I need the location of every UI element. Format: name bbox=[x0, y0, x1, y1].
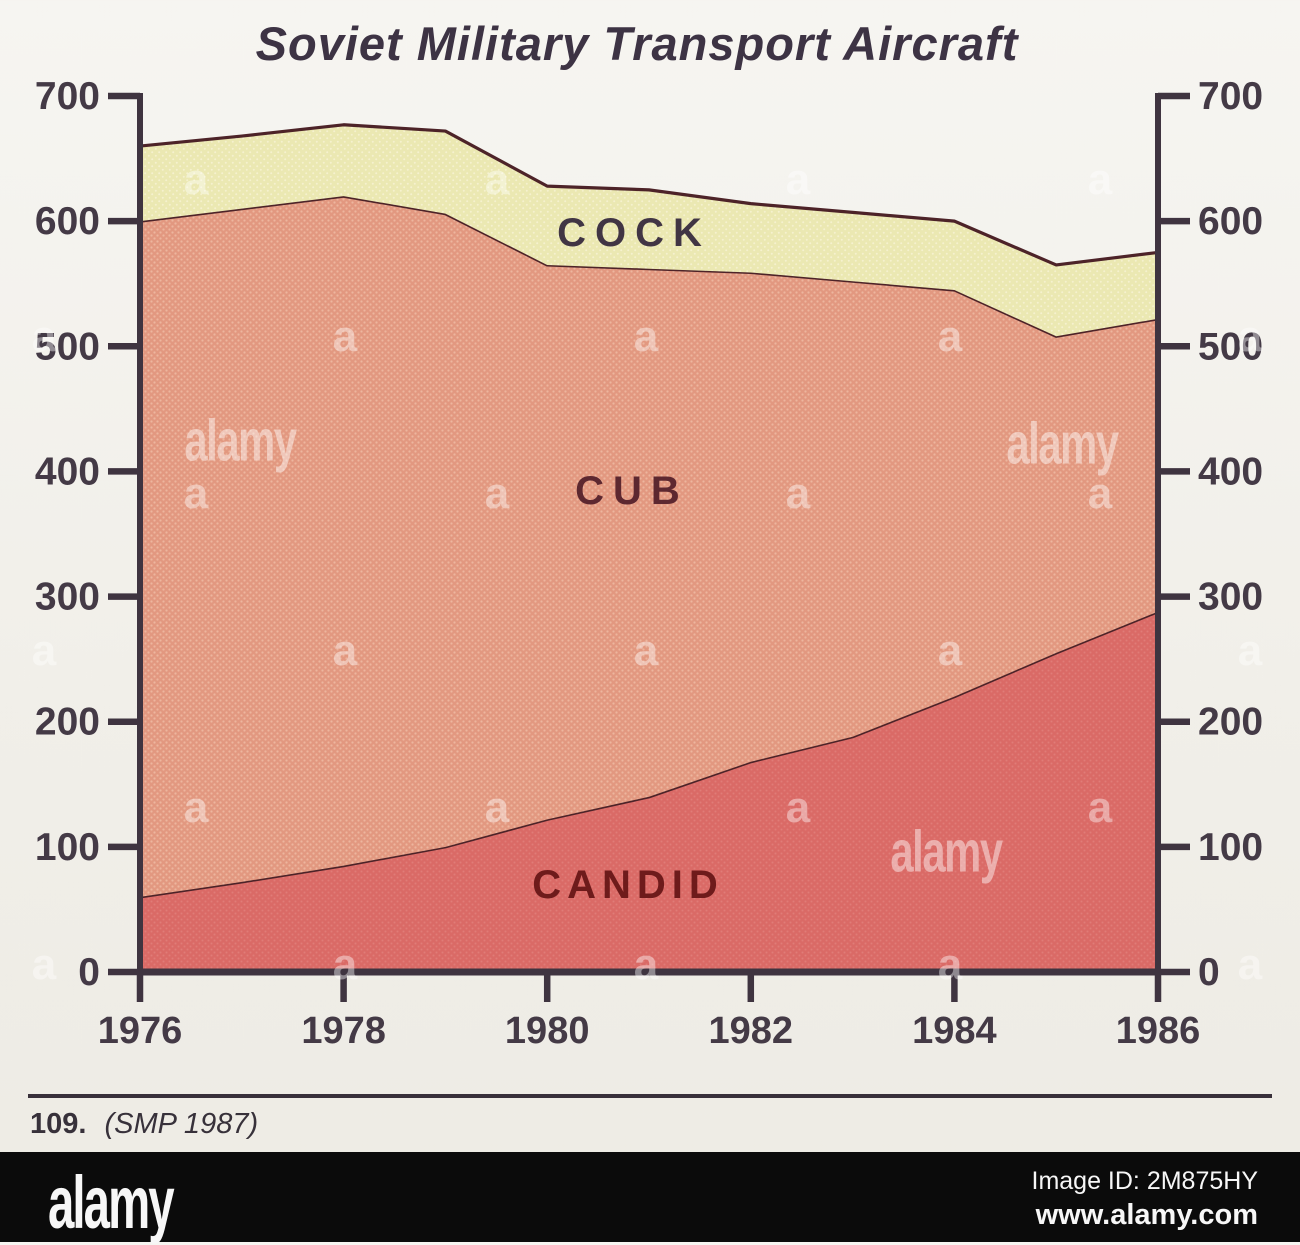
series-label-cock: COCK bbox=[557, 211, 711, 255]
y-tick-label-right: 600 bbox=[1198, 200, 1263, 243]
alamy-logo: alamy bbox=[48, 1161, 175, 1244]
alamy-url-text: www.alamy.com bbox=[1035, 1199, 1258, 1232]
y-tick-label-right: 200 bbox=[1198, 701, 1263, 744]
x-tick-label: 1978 bbox=[301, 1010, 386, 1052]
series-label-cub: CUB bbox=[575, 469, 689, 513]
caption-number: 109. bbox=[30, 1108, 87, 1140]
caption-source: (SMP 1987) bbox=[104, 1108, 259, 1140]
y-tick-label-right: 400 bbox=[1198, 450, 1263, 493]
y-tick-label-right: 100 bbox=[1198, 826, 1263, 869]
image-id-text: Image ID: 2M875HY bbox=[1031, 1167, 1259, 1195]
y-tick-label-left: 500 bbox=[35, 325, 100, 368]
y-tick-label-right: 0 bbox=[1198, 951, 1220, 994]
series-label-candid: CANDID bbox=[532, 863, 724, 907]
x-tick-label: 1984 bbox=[912, 1010, 997, 1052]
y-tick-label-left: 0 bbox=[78, 951, 100, 994]
y-tick-label-left: 100 bbox=[35, 826, 100, 869]
x-tick-label: 1986 bbox=[1116, 1010, 1201, 1052]
x-tick-label: 1982 bbox=[709, 1010, 794, 1052]
y-tick-label-right: 300 bbox=[1198, 576, 1263, 619]
alamy-footer-bar: alamy Image ID: 2M875HY www.alamy.com bbox=[0, 1152, 1300, 1244]
x-tick-label: 1980 bbox=[505, 1010, 590, 1052]
y-tick-label-left: 700 bbox=[35, 75, 100, 118]
boundary-cock bbox=[139, 123, 1159, 267]
area-cub bbox=[140, 196, 1158, 897]
area-cock bbox=[140, 124, 1158, 337]
y-tick-label-left: 300 bbox=[35, 576, 100, 619]
y-tick-label-left: 400 bbox=[35, 450, 100, 493]
y-tick-label-left: 200 bbox=[35, 701, 100, 744]
caption-divider bbox=[28, 1094, 1272, 1098]
photo-caption: 109. (SMP 1987) bbox=[30, 1108, 258, 1141]
chart-title: Soviet Military Transport Aircraft bbox=[255, 17, 1019, 70]
y-tick-label-right: 700 bbox=[1198, 75, 1263, 118]
y-tick-label-left: 600 bbox=[35, 200, 100, 243]
area-candid bbox=[140, 611, 1158, 972]
x-tick-label: 1976 bbox=[98, 1010, 183, 1052]
y-tick-label-right: 500 bbox=[1198, 325, 1263, 368]
